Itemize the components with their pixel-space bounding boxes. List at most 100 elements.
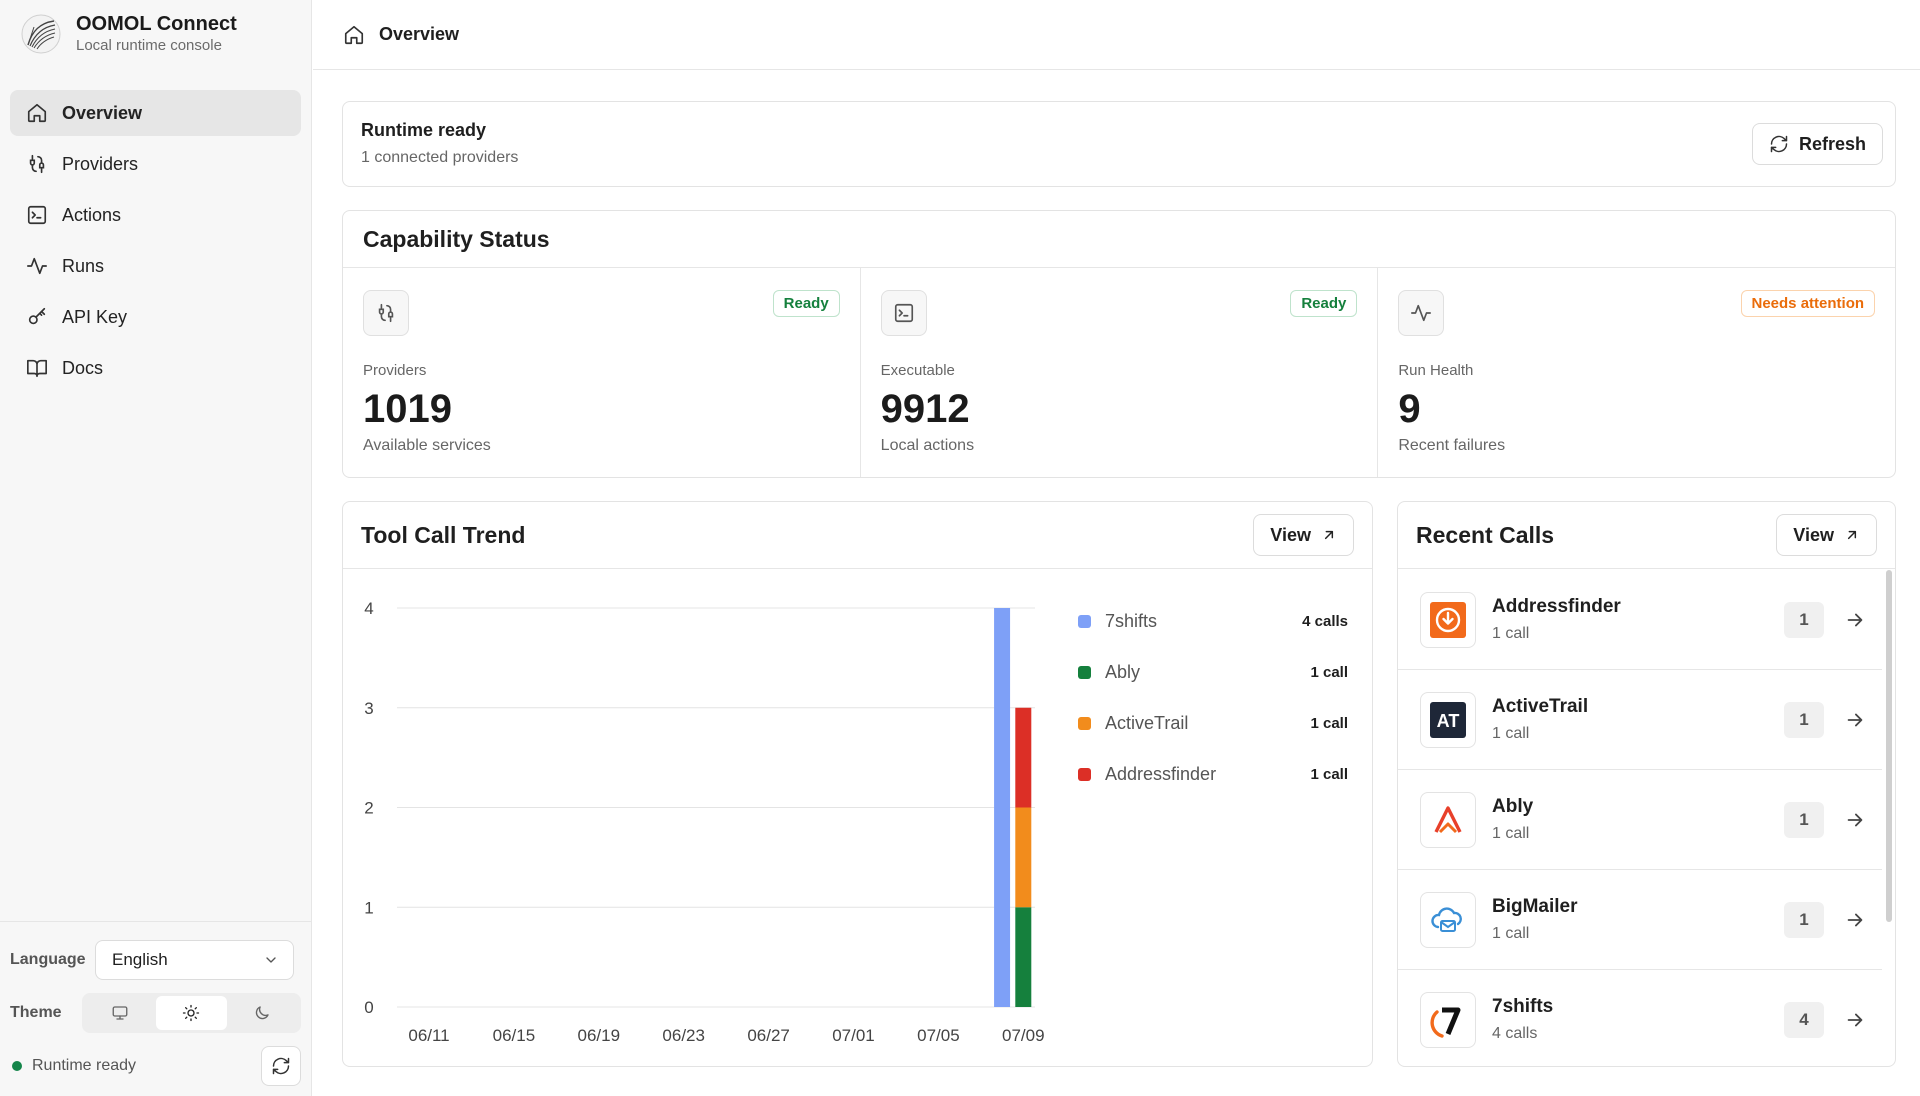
capability-label: Executable: [880, 362, 955, 379]
theme-dark-button[interactable]: [227, 996, 298, 1030]
arrow-right-icon: [1847, 813, 1863, 826]
count-badge: 1: [1784, 601, 1824, 638]
runtime-status-text: Runtime ready: [32, 1057, 137, 1074]
legend-value: 1 call: [1310, 766, 1348, 783]
home-icon: [27, 103, 47, 123]
theme-switcher: [81, 993, 301, 1033]
y-tick-label: 1: [364, 898, 373, 917]
topbar: Overview: [313, 0, 1920, 70]
runtime-status-card: Runtime ready 1 connected providers Refr…: [342, 101, 1896, 187]
bar-segment: [1015, 907, 1032, 1007]
sidebar-item-label: Providers: [62, 153, 139, 174]
call-name: ActiveTrail: [1492, 696, 1589, 717]
bar-segment: [1015, 807, 1032, 908]
refresh-label: Refresh: [1798, 133, 1866, 154]
legend-value: 1 call: [1310, 715, 1348, 732]
x-tick-label: 07/01: [832, 1026, 875, 1045]
capability-executable: Ready Executable 9912 Local actions: [859, 268, 1378, 477]
arrow-right-icon: [1847, 713, 1863, 726]
y-tick-label: 2: [364, 799, 373, 818]
legend-item[interactable]: Ably 1 call: [1078, 647, 1348, 698]
sidebar-item-label: Overview: [62, 102, 143, 123]
sidebar: OOMOL Connect Local runtime console Over…: [0, 0, 312, 1096]
sidebar-item-label: Docs: [62, 357, 104, 378]
count-badge: 1: [1784, 901, 1824, 938]
capability-value: 9: [1398, 387, 1421, 431]
sidebar-refresh-button[interactable]: [261, 1046, 301, 1086]
bigmailer-logo-icon: [1420, 891, 1476, 948]
capability-providers: Ready Providers 1019 Available services: [343, 268, 860, 477]
ably-logo-icon: [1420, 791, 1476, 848]
call-name: Ably: [1492, 796, 1534, 817]
theme-light-button[interactable]: [155, 996, 227, 1030]
7shifts-logo-icon: [1420, 991, 1476, 1048]
trend-title: Tool Call Trend: [361, 521, 526, 548]
sidebar-item-providers[interactable]: Providers: [10, 141, 301, 187]
x-tick-label: 06/27: [747, 1026, 790, 1045]
legend-item[interactable]: 7shifts 4 calls: [1078, 596, 1348, 647]
list-item[interactable]: 7shifts 4 calls 4: [1398, 970, 1882, 1066]
terminal-icon: [880, 290, 927, 336]
sidebar-nav: Overview Providers Actions Runs API Key …: [0, 68, 311, 391]
call-name: BigMailer: [1492, 896, 1578, 917]
brand-subtitle: Local runtime console: [76, 37, 222, 54]
addressfinder-logo-icon: [1420, 591, 1476, 648]
sidebar-item-actions[interactable]: Actions: [10, 192, 301, 238]
theme-label: Theme: [10, 1004, 62, 1021]
legend-item[interactable]: Addressfinder 1 call: [1078, 749, 1348, 800]
list-item[interactable]: Ably 1 call 1: [1398, 770, 1882, 870]
refresh-button[interactable]: Refresh: [1751, 123, 1883, 165]
count-badge: 4: [1784, 1001, 1824, 1038]
language-value: English: [112, 950, 168, 969]
y-tick-label: 0: [364, 998, 373, 1017]
arrow-right-icon: [1847, 1013, 1863, 1026]
sidebar-item-label: Runs: [62, 255, 105, 276]
arrow-right-icon: [1847, 913, 1863, 926]
svg-text:AT: AT: [1437, 711, 1460, 731]
refresh-icon: [1770, 135, 1788, 153]
legend-swatch: [1078, 666, 1091, 679]
scrollbar[interactable]: [1886, 570, 1892, 922]
activity-icon: [1398, 290, 1445, 336]
capability-title: Capability Status: [343, 211, 1895, 268]
moon-icon: [256, 1006, 270, 1020]
trend-view-button[interactable]: View: [1253, 514, 1354, 556]
key-icon: [28, 307, 46, 325]
home-icon: [344, 25, 364, 44]
chevron-down-icon: [266, 957, 276, 963]
refresh-icon: [272, 1057, 290, 1075]
legend-value: 1 call: [1310, 664, 1348, 681]
status-badge: Ready: [772, 290, 840, 317]
language-select[interactable]: English: [95, 940, 294, 980]
bar-segment: [1015, 707, 1032, 808]
tool-call-trend-card: Tool Call Trend View 0 1 2 3 4 06/11 06/15 06/1…: [342, 501, 1373, 1067]
recent-calls-card: Recent Calls View Addressfinder 1 call 1…: [1397, 501, 1896, 1067]
chart-legend: 7shifts 4 calls Ably 1 call ActiveTrail …: [1078, 596, 1348, 800]
theme-system-button[interactable]: [85, 996, 156, 1030]
brand: OOMOL Connect Local runtime console: [0, 0, 311, 68]
sun-icon: [183, 1004, 200, 1022]
sidebar-item-runs[interactable]: Runs: [10, 243, 301, 289]
call-count: 1 call: [1492, 825, 1530, 842]
call-count: 1 call: [1492, 625, 1530, 642]
activity-icon: [27, 257, 47, 275]
list-item[interactable]: AT ActiveTrail 1 call 1: [1398, 670, 1882, 770]
arrow-up-right-icon: [1324, 530, 1334, 540]
recent-view-button[interactable]: View: [1776, 514, 1877, 556]
activetrail-logo-icon: AT: [1420, 691, 1476, 748]
count-badge: 1: [1784, 801, 1824, 838]
list-item[interactable]: Addressfinder 1 call 1: [1398, 570, 1882, 670]
providers-icon: [29, 154, 45, 174]
list-item[interactable]: BigMailer 1 call 1: [1398, 870, 1882, 970]
capability-run-health: Needs attention Run Health 9 Recent fail…: [1377, 268, 1895, 477]
capability-desc: Local actions: [880, 437, 975, 454]
call-count: 1 call: [1492, 925, 1530, 942]
sidebar-item-docs[interactable]: Docs: [10, 345, 301, 391]
language-label: Language: [10, 951, 86, 968]
sidebar-item-overview[interactable]: Overview: [10, 90, 301, 136]
legend-item[interactable]: ActiveTrail 1 call: [1078, 698, 1348, 749]
sidebar-item-api-key[interactable]: API Key: [10, 294, 301, 340]
y-tick-label: 4: [364, 599, 373, 618]
view-label: View: [1793, 524, 1834, 545]
sidebar-item-label: API Key: [62, 306, 128, 327]
